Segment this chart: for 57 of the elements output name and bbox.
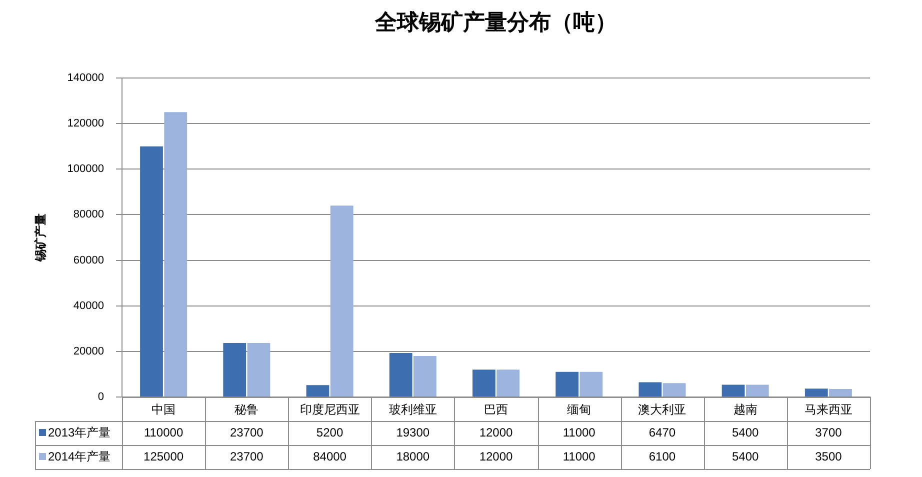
y-tick-label: 0 (98, 391, 104, 404)
data-label: 125000 (144, 449, 184, 464)
bar (247, 343, 270, 396)
legend-label: 2013年产量 (48, 425, 111, 440)
bar (722, 384, 745, 396)
data-label: 18000 (396, 449, 430, 464)
x-tick-label: 缅甸 (567, 402, 592, 417)
data-label: 12000 (479, 425, 514, 440)
data-label: 11000 (562, 425, 596, 440)
data-label: 5400 (732, 449, 760, 464)
bar (472, 370, 496, 396)
data-label: 6100 (648, 449, 676, 464)
bar (638, 382, 662, 396)
bar (804, 388, 828, 396)
bar (140, 146, 163, 396)
bar (662, 383, 686, 396)
bar (556, 372, 579, 396)
data-label: 6470 (648, 425, 676, 440)
y-axis-title: 锡矿产量 (34, 214, 48, 262)
data-label: 3700 (815, 425, 842, 440)
data-label: 3500 (815, 449, 842, 464)
y-tick-label: 120000 (67, 118, 104, 130)
x-tick-label: 印度尼西亚 (300, 402, 360, 417)
x-tick-label: 秘鲁 (234, 402, 259, 417)
x-tick-label: 玻利维亚 (388, 402, 437, 417)
bar (223, 343, 246, 396)
bar (413, 356, 436, 396)
bar (164, 112, 188, 396)
data-label: 5200 (316, 425, 344, 440)
bar (496, 370, 520, 396)
bar (389, 353, 412, 396)
legend-label: 2014年产量 (48, 449, 111, 464)
x-tick-label: 马来西亚 (804, 402, 852, 417)
y-tick-label: 80000 (73, 208, 104, 221)
x-tick-label: 中国 (152, 402, 176, 417)
chart-title: 全球锡矿产量分布（吨） (374, 10, 617, 35)
bar (330, 206, 354, 396)
data-label: 19300 (396, 425, 430, 440)
x-tick-label: 巴西 (484, 402, 508, 417)
data-label: 11000 (562, 449, 596, 464)
bar (829, 389, 852, 396)
data-label: 23700 (230, 449, 264, 464)
y-tick-label: 40000 (73, 300, 104, 312)
y-tick-label: 140000 (67, 72, 104, 84)
x-tick-label: 越南 (733, 402, 758, 417)
bar (580, 372, 603, 396)
data-label: 12000 (479, 449, 514, 464)
bar (746, 384, 769, 396)
data-label: 110000 (144, 425, 184, 440)
data-label: 23700 (230, 425, 264, 440)
y-tick-label: 60000 (73, 254, 104, 266)
bar (306, 385, 330, 396)
y-tick-label: 100000 (67, 163, 104, 176)
y-tick-label: 20000 (73, 345, 104, 358)
data-label: 5400 (732, 425, 760, 440)
x-tick-label: 澳大利亚 (638, 402, 686, 417)
data-label: 84000 (313, 449, 347, 464)
